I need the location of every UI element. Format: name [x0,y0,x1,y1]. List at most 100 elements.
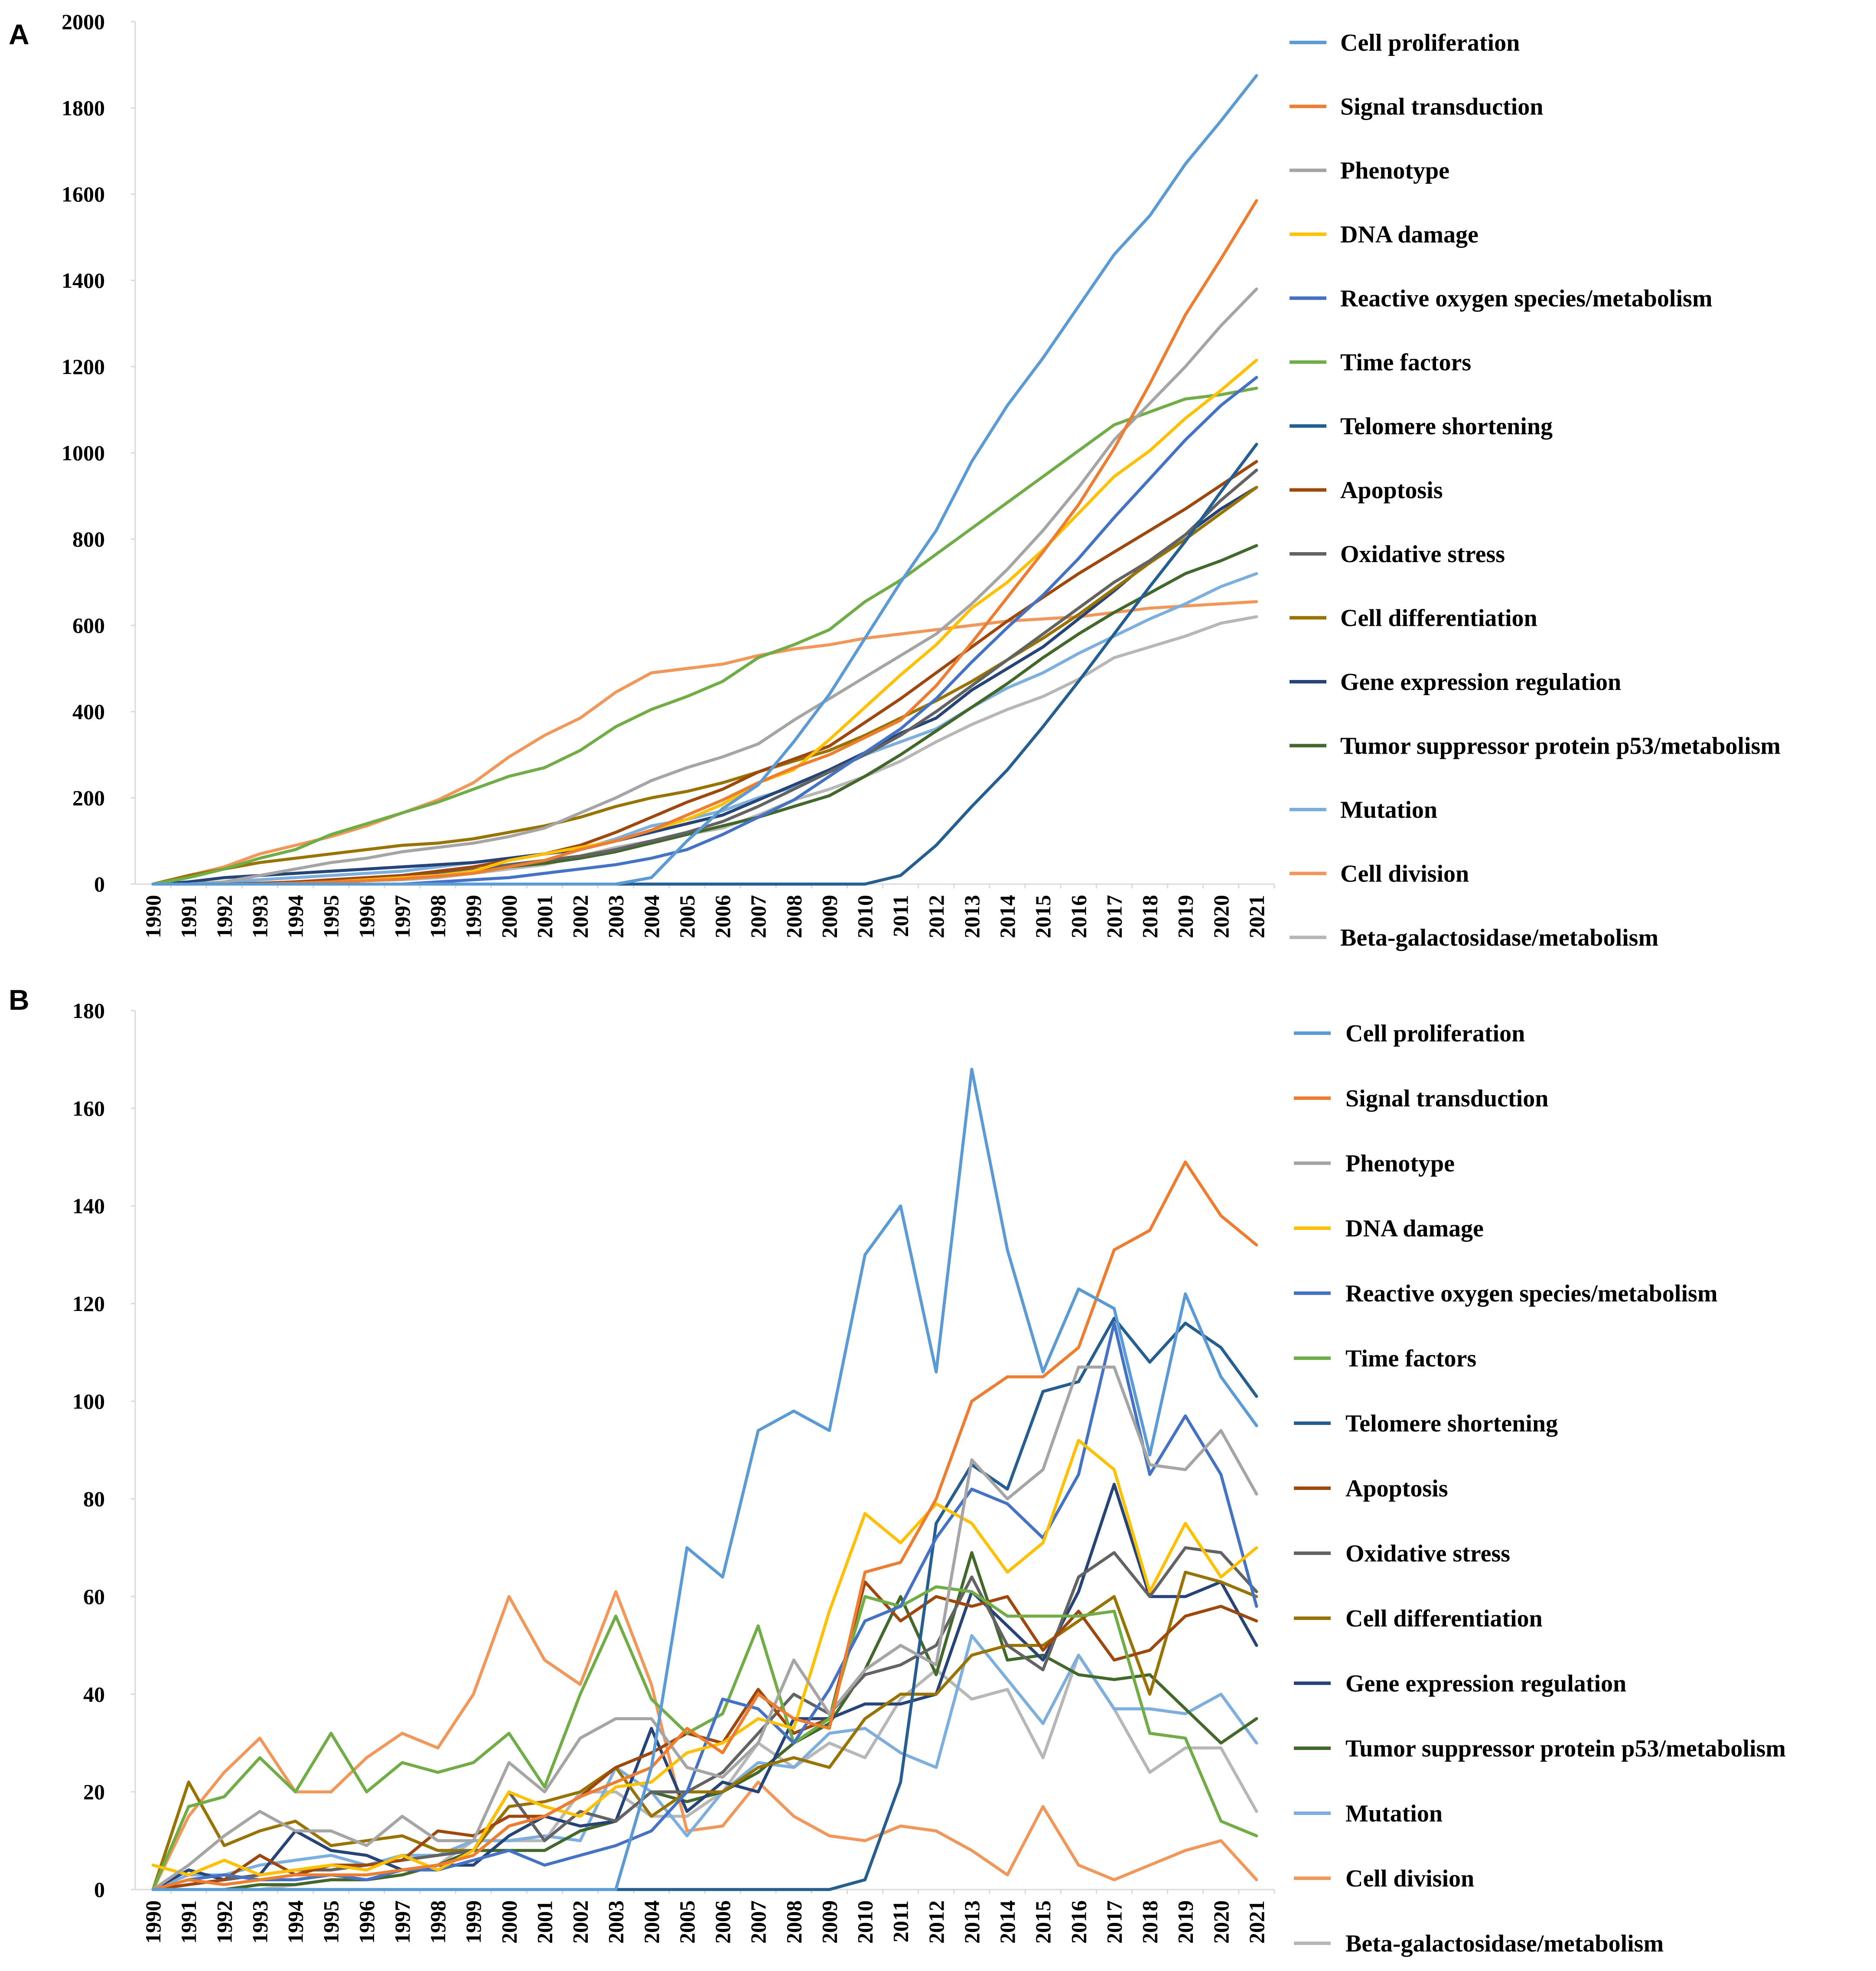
series-line-mutation [151,1634,1258,1891]
x-tick-label: 2011 [889,895,913,937]
x-tick-label: 1993 [248,1900,272,1944]
x-tick-label: 2006 [710,1900,735,1944]
legend-label: Phenotype [1345,1150,1455,1177]
x-tick-label: 2019 [1173,1900,1198,1944]
x-tick-label: 2013 [960,895,984,938]
series-line-tumor-suppressor-protein-p53-metabolism [151,544,1258,886]
x-tick-label: 1993 [248,895,272,938]
series-line-cell-differentiation [151,1571,1258,1891]
x-tick-label: 2018 [1138,895,1162,938]
legend-label: Telomere shortening [1345,1410,1558,1437]
series-line-cell-division [151,1590,1258,1891]
x-tick-label: 2008 [782,1900,806,1944]
x-tick-label: 2006 [710,895,735,938]
series-lines [151,74,1258,886]
x-tick-label: 1997 [390,895,414,938]
x-tick-label: 2021 [1244,1900,1269,1944]
x-tick-label: 1995 [319,895,343,938]
series-line-mutation [151,572,1258,886]
x-tick-label: 2012 [924,1900,948,1944]
y-tick-label: 2000 [62,10,105,34]
legend-label: Beta-galactosidase/metabolism [1340,924,1658,951]
series-line-signal-transduction [151,199,1258,886]
x-tick-label: 2017 [1102,895,1126,938]
series-line-tumor-suppressor-protein-p53-metabolism [151,1551,1258,1891]
x-tick-label: 1991 [176,895,201,938]
x-tick-label: 2015 [1031,1900,1055,1944]
series-lines [151,1067,1258,1891]
legend-item: DNA damage [1290,221,1479,248]
legend-label: Gene expression regulation [1340,669,1621,696]
y-tick-label: 1000 [62,441,105,465]
legend-label: Telomere shortening [1340,413,1553,440]
x-tick-label: 2016 [1066,895,1091,938]
legend-label: Gene expression regulation [1345,1670,1626,1697]
y-tick-label: 140 [72,1194,105,1218]
y-tick-label: 800 [72,527,105,551]
x-tick-label: 1990 [141,895,165,938]
x-tick-label: 2002 [568,895,593,938]
x-tick-label: 1999 [461,895,485,938]
legend: Cell proliferation Signal transduction Phe… [1294,1020,1786,1957]
legend-item: Tumor suppressor protein p53/metabolism [1294,1735,1786,1762]
x-tick-label: 2000 [497,1900,521,1944]
legend-item: Cell differentiation [1294,1605,1543,1632]
x-tick-label: 2007 [746,895,770,938]
x-tick-label: 2016 [1066,1900,1091,1944]
legend-item: Signal transduction [1290,94,1543,120]
legend-item: Telomere shortening [1290,413,1553,440]
legend-label: DNA damage [1345,1215,1484,1242]
legend-item: Gene expression regulation [1290,669,1621,696]
series-line-cell-differentiation [151,486,1258,886]
x-tick-label: 2014 [995,895,1019,938]
series-line-oxidative-stress [151,468,1258,886]
y-tick-label: 180 [72,999,105,1023]
legend-label: Time factors [1345,1345,1476,1372]
x-tick-label: 2001 [532,895,557,938]
legend-item: Apoptosis [1294,1475,1448,1502]
legend-item: Time factors [1294,1345,1476,1372]
legend-label: Mutation [1340,797,1437,823]
legend-label: Signal transduction [1345,1085,1548,1112]
series-line-dna-damage [151,1439,1258,1877]
y-tick-label: 1800 [62,96,105,120]
x-tick-label: 1996 [355,1900,379,1944]
legend-label: DNA damage [1340,221,1479,248]
y-tick-label: 40 [83,1682,105,1706]
legend-label: Oxidative stress [1345,1540,1510,1567]
legend-label: Reactive oxygen species/metabolism [1340,285,1712,312]
x-tick-label: 2000 [497,895,521,938]
x-tick-label: 1994 [283,895,308,938]
y-tick-label: 1400 [62,268,105,293]
legend-item: Phenotype [1290,157,1449,184]
x-tick-label: 2005 [675,895,699,938]
x-tick-label: 2014 [995,1900,1019,1944]
legend-item: Oxidative stress [1294,1540,1510,1567]
x-tick-label: 1992 [212,1900,236,1944]
y-tick-label: 1200 [62,355,105,379]
legend-item: Cell proliferation [1290,29,1520,56]
legend-label: Cell differentiation [1345,1605,1543,1632]
x-tick-label: 2020 [1209,895,1233,938]
legend-label: Oxidative stress [1340,541,1505,568]
legend-item: Oxidative stress [1290,541,1505,568]
x-tick-label: 2017 [1102,1900,1126,1944]
series-line-apoptosis [151,460,1258,886]
y-tick-label: 160 [72,1096,105,1120]
x-tick-label: 2001 [532,1900,557,1944]
legend-label: Tumor suppressor protein p53/metabolism [1345,1735,1786,1762]
series-line-phenotype [151,287,1258,886]
legend-label: Mutation [1345,1800,1443,1827]
y-tick-label: 120 [72,1291,105,1316]
y-tick-label: 20 [83,1780,105,1804]
x-tick-label: 2007 [746,1900,770,1944]
legend-item: Gene expression regulation [1294,1670,1626,1697]
x-tick-label: 1995 [319,1900,343,1944]
y-tick-label: 0 [94,872,105,896]
legend-label: Cell differentiation [1340,605,1537,632]
legend-item: Mutation [1294,1800,1443,1827]
y-tick-label: 100 [72,1389,105,1413]
panel-label: A [9,18,29,50]
legend-label: Phenotype [1340,157,1449,184]
